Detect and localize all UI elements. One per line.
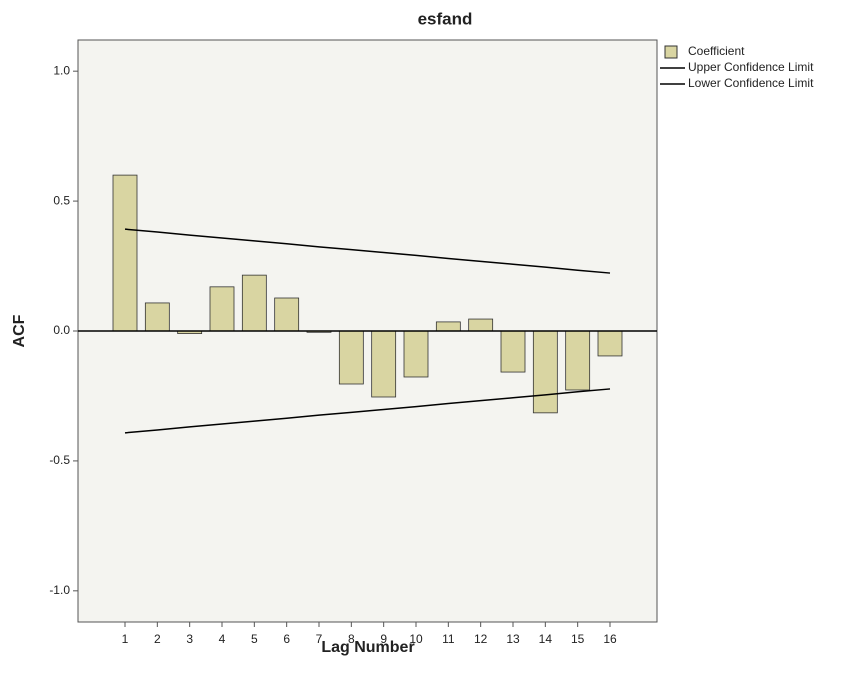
legend-swatch xyxy=(664,45,678,59)
x-tick-label: 2 xyxy=(154,632,161,646)
bar xyxy=(338,330,364,385)
bar xyxy=(468,318,494,332)
x-tick-label: 1 xyxy=(122,632,129,646)
bar xyxy=(597,330,623,357)
bar xyxy=(500,330,526,373)
y-tick-label: 1.0 xyxy=(53,63,70,77)
y-axis-title: ACF xyxy=(11,314,28,347)
x-tick-label: 5 xyxy=(251,632,258,646)
x-tick-label: 4 xyxy=(219,632,226,646)
x-tick-label: 12 xyxy=(474,632,488,646)
bar xyxy=(565,330,591,391)
bar xyxy=(435,321,461,332)
confidence-line xyxy=(124,388,611,434)
x-tick-label: 16 xyxy=(603,632,617,646)
x-tick-label: 9 xyxy=(380,632,387,646)
confidence-line xyxy=(124,228,611,274)
x-tick-label: 8 xyxy=(348,632,355,646)
x-tick-label: 15 xyxy=(571,632,585,646)
x-tick-label: 7 xyxy=(316,632,323,646)
y-tick-label: 0.0 xyxy=(53,323,70,337)
bar xyxy=(403,330,429,378)
legend-label: Lower Confidence Limit xyxy=(688,76,814,90)
x-tick-label: 13 xyxy=(506,632,520,646)
y-tick-label: -1.0 xyxy=(49,583,70,597)
x-tick-label: 6 xyxy=(283,632,290,646)
y-tick-label: 0.5 xyxy=(53,193,70,207)
legend-label: Upper Confidence Limit xyxy=(688,60,814,74)
bar xyxy=(274,297,300,332)
bar xyxy=(241,274,267,332)
x-tick-label: 3 xyxy=(186,632,193,646)
x-tick-label: 11 xyxy=(442,632,455,646)
x-tick-label: 14 xyxy=(539,632,553,646)
bar xyxy=(532,330,558,414)
x-axis-title: Lag Number xyxy=(321,639,414,656)
y-tick-label: -0.5 xyxy=(49,453,70,467)
legend-label: Coefficient xyxy=(688,44,745,58)
bar xyxy=(144,302,170,332)
bar xyxy=(209,286,235,332)
bar xyxy=(112,174,138,332)
bar xyxy=(371,330,397,398)
chart-title: esfand xyxy=(418,9,473,28)
x-tick-label: 10 xyxy=(409,632,423,646)
